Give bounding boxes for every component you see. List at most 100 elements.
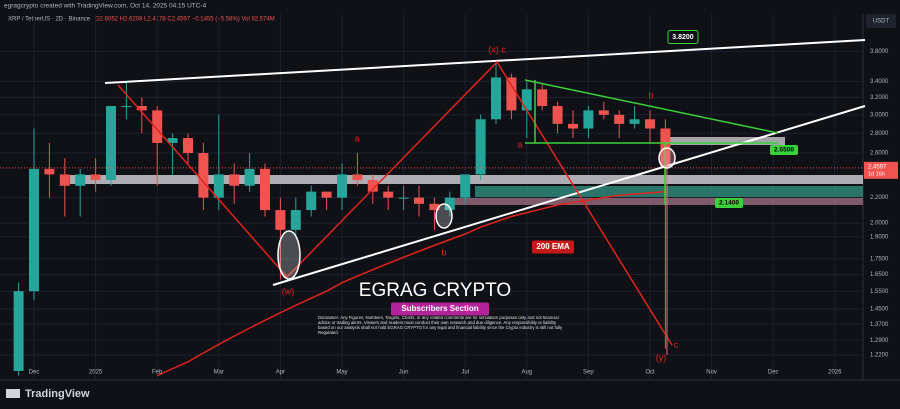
y-tick-label: 1.4500 xyxy=(870,307,889,313)
zone xyxy=(475,186,863,197)
annotation: 3.8200 xyxy=(672,34,694,41)
x-tick-label: Oct xyxy=(645,370,655,376)
annotation: b xyxy=(648,90,653,100)
y-tick-label: 2.6000 xyxy=(870,151,889,157)
y-tick-label: 3.0000 xyxy=(870,112,889,118)
annotation: (w) xyxy=(282,286,295,296)
price-tag-label: 2.4597 xyxy=(868,164,887,170)
candle-body xyxy=(136,106,147,111)
x-tick-label: Feb xyxy=(152,370,163,376)
candle-body xyxy=(568,123,578,129)
grid xyxy=(0,14,863,380)
x-tick-label: Mar xyxy=(214,370,224,376)
credit: egragcrypto created with TradingView.com… xyxy=(4,3,207,10)
candle-body xyxy=(121,106,132,108)
candle-body xyxy=(275,210,286,230)
logo: TradingView xyxy=(6,388,90,400)
annotation-box xyxy=(532,240,574,254)
annotation-box xyxy=(391,302,489,316)
candle-body xyxy=(583,110,594,129)
candle-body xyxy=(183,138,193,154)
candle-body xyxy=(475,119,486,175)
annotations: (x) c a b a b (w) (y) c 200 EMA EGRAG CRYPTO Subsc… xyxy=(282,30,798,362)
candle-body xyxy=(367,180,378,192)
y-tick-label: 1.5500 xyxy=(870,289,889,295)
disclaimer: Disclaimer: Any Figures, Numbers, Target… xyxy=(318,316,563,335)
y-tick-label: 1.2900 xyxy=(870,338,889,344)
annotation: 2.6500 xyxy=(774,147,794,154)
candle-body xyxy=(444,197,455,211)
annotation: a xyxy=(517,139,522,149)
candle-body xyxy=(398,197,409,199)
annotation: EGRAG CRYPTO xyxy=(359,280,511,301)
y-tick-label: 2.8000 xyxy=(870,131,889,137)
y-tick-label: 1.9000 xyxy=(870,234,889,240)
candle-body xyxy=(506,77,517,111)
annotation: (y) xyxy=(656,352,667,362)
triangle-line xyxy=(524,79,779,134)
marker xyxy=(658,147,676,169)
candle-body xyxy=(229,174,240,186)
candle-body xyxy=(260,168,270,211)
x-tick-label: 2025 xyxy=(89,370,103,376)
wave-line xyxy=(117,60,673,346)
annotation: a xyxy=(354,133,359,143)
logo-mark xyxy=(6,389,20,398)
candle-body xyxy=(213,174,224,198)
annotation: 2.1400 xyxy=(719,200,739,207)
candle-body xyxy=(13,291,24,371)
ema-line xyxy=(156,190,666,377)
x-tick-label: 2026 xyxy=(828,370,842,376)
candle-body xyxy=(614,114,625,124)
annotation-box xyxy=(667,30,699,44)
candle-body xyxy=(460,174,471,198)
zone xyxy=(665,137,785,145)
x-tick-label: Sep xyxy=(583,370,594,376)
ohlc: O2.6052 H2.6208 L2.4178 C2.4597 −0.1455 … xyxy=(95,17,275,23)
x-tick-label: Dec xyxy=(768,370,779,376)
candle-body xyxy=(75,174,86,186)
zone xyxy=(450,198,863,205)
candle-body xyxy=(414,197,424,204)
y-tick-label: 2.0000 xyxy=(870,221,889,227)
x-tick-label: Jul xyxy=(461,370,469,376)
annotation: c xyxy=(674,339,679,349)
candle-body xyxy=(29,168,39,292)
marker xyxy=(435,203,453,229)
candle-body xyxy=(321,191,332,198)
currency: USDT xyxy=(873,19,890,25)
y-tick-label: 1.3700 xyxy=(870,322,889,328)
y-tick-label: 1.7500 xyxy=(870,256,889,262)
x-tick-label: May xyxy=(336,370,347,376)
x-tick-label: Jun xyxy=(399,370,409,376)
currency-box xyxy=(866,14,896,28)
y-tick-label: 3.4000 xyxy=(870,79,889,85)
candle-body xyxy=(106,106,116,181)
brand: TradingView xyxy=(25,388,90,400)
x-tick-label: Apr xyxy=(276,370,285,376)
x-tick-label: Dec xyxy=(29,370,40,376)
y-tick-label: 3.2000 xyxy=(870,95,889,101)
annotation: (x) c xyxy=(488,44,506,54)
price-tag xyxy=(864,161,898,179)
candle-body xyxy=(337,174,347,198)
candle-body xyxy=(198,153,209,198)
candle-body xyxy=(44,168,55,175)
candle-body xyxy=(306,191,317,211)
annotation: Subscribers Section xyxy=(401,304,478,313)
x-tick-label: Nov xyxy=(706,370,717,376)
candle-body xyxy=(491,77,501,120)
y-tick-label: 2.2000 xyxy=(870,195,889,201)
trendline xyxy=(272,105,866,286)
candle-body xyxy=(383,191,394,198)
candle-body xyxy=(352,174,363,181)
candle-body xyxy=(645,119,655,129)
annotation-box xyxy=(715,198,743,208)
candle-body xyxy=(290,210,301,230)
annotation: b xyxy=(441,247,446,257)
candle-body xyxy=(552,106,563,124)
candle-body xyxy=(167,138,178,143)
price-tag-countdown: 1d 16h xyxy=(868,171,885,177)
candle-body xyxy=(244,168,255,186)
